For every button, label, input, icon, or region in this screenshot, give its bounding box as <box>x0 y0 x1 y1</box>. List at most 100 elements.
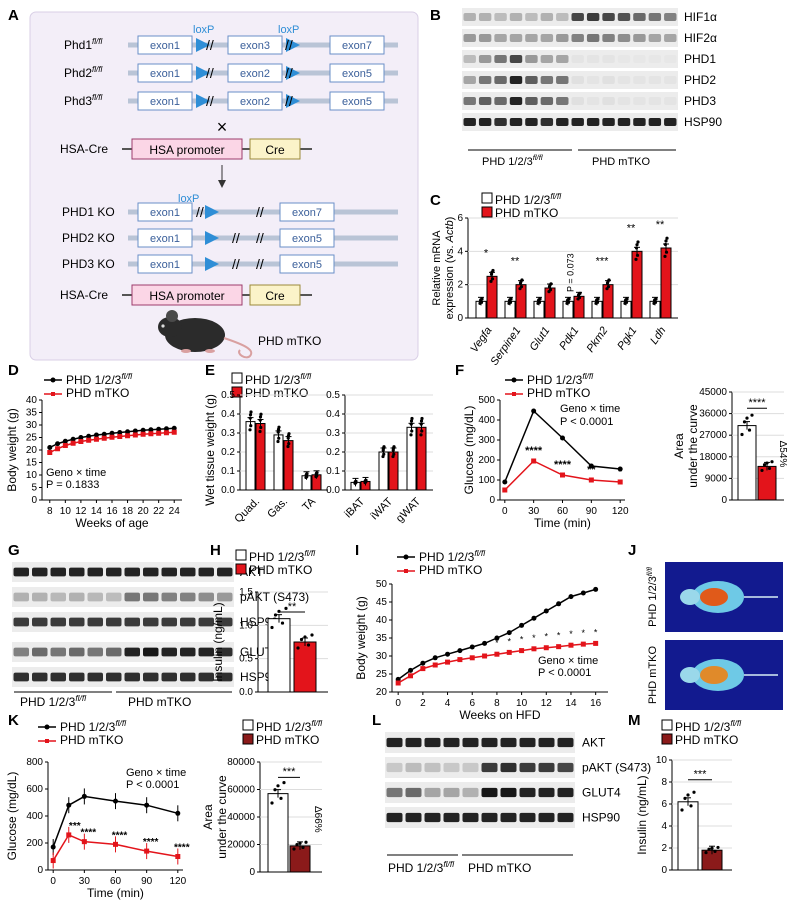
blot-band <box>478 97 492 105</box>
blot-band <box>32 592 48 602</box>
data-dot <box>566 300 571 304</box>
blot-band <box>462 762 479 773</box>
y-tick-label: 80000 <box>227 757 255 768</box>
data-dot <box>635 253 640 257</box>
data-dot <box>520 278 524 282</box>
break-mark: // <box>285 37 293 53</box>
legend-ko-swatch <box>242 733 254 745</box>
blot-band <box>556 118 569 126</box>
x-tick-label: 4 <box>445 698 451 709</box>
blot-label: HIF2α <box>684 31 717 45</box>
group-label-ctrl: PHD 1/2/3fl/fl <box>388 859 455 875</box>
y-tick-label: 0 <box>31 495 37 506</box>
blot-band <box>478 118 492 126</box>
blot-band <box>540 34 554 42</box>
data-dot <box>716 845 720 850</box>
legend-ko-swatch <box>661 733 673 745</box>
blot-band <box>519 812 536 823</box>
exon-box <box>329 35 385 55</box>
legend-ctrl-swatch <box>235 549 247 561</box>
blot-band <box>664 34 677 42</box>
stat-annotation: Geno × time <box>538 655 598 667</box>
y-tick-label: 45000 <box>699 387 727 398</box>
group-label-ctrl: PHD 1/2/3fl/fl <box>20 693 87 709</box>
data-point <box>117 430 123 435</box>
exon-label: exon1 <box>150 207 180 219</box>
blot-band <box>500 762 517 773</box>
exon-box <box>227 35 283 55</box>
blot-band <box>481 812 498 823</box>
blot-band <box>557 812 574 823</box>
panel-a-schematic: Phd1fl/fl exon1 exon3 exon7////loxP loxPPhd2… <box>60 24 398 359</box>
data-point <box>117 434 123 439</box>
x-tick-label: Quad. <box>232 496 262 526</box>
blot-label: pAKT (S473) <box>240 590 309 604</box>
data-dot <box>273 788 277 792</box>
exon-box <box>137 228 193 248</box>
exon-box <box>227 91 283 111</box>
x-tick-label: 24 <box>169 506 181 517</box>
data-dot <box>310 633 314 637</box>
loxp-icon <box>205 231 219 245</box>
blot-band <box>587 97 599 105</box>
blot-band <box>69 647 85 657</box>
loxp-icon <box>196 66 210 80</box>
data-dot <box>409 419 414 423</box>
significance-label: * <box>557 631 561 641</box>
x-tick-label: 10 <box>516 698 528 709</box>
blot-band <box>540 76 554 84</box>
data-dot <box>295 842 299 847</box>
data-point <box>78 435 84 440</box>
data-point <box>101 431 107 437</box>
significance-label: * <box>495 638 499 648</box>
loxp-icon <box>286 38 300 52</box>
y-tick-label: 6 <box>457 213 463 224</box>
y-tick-label: 40000 <box>227 812 255 823</box>
data-dot <box>479 300 484 304</box>
x-tick-label: 20 <box>138 506 150 517</box>
data-dot <box>248 416 252 420</box>
blot-band <box>617 118 631 126</box>
data-dot <box>287 432 291 436</box>
loxp-icon <box>196 38 210 52</box>
data-dot <box>742 420 747 424</box>
data-point <box>617 466 623 472</box>
blot-band <box>32 672 48 682</box>
significance-label: * <box>594 627 598 637</box>
blot-strip <box>385 732 575 753</box>
x-tick-label: Glut1 <box>528 325 553 353</box>
blot-strip <box>462 71 678 89</box>
exon-box <box>137 63 193 83</box>
data-dot <box>760 468 764 473</box>
legend-ko-marker <box>45 739 49 743</box>
x-axis-label: Weeks of age <box>75 516 148 530</box>
data-dot <box>419 433 423 437</box>
legend-ko-swatch <box>235 563 247 575</box>
data-dot <box>636 240 640 244</box>
scan-hotspot <box>700 588 728 606</box>
blot-band <box>106 617 122 627</box>
legend-ctrl-label: PHD 1/2/3fl/fl <box>256 718 323 734</box>
legend-ko-swatch <box>481 206 493 218</box>
blot-band <box>572 55 584 63</box>
data-dot <box>683 796 687 800</box>
y-tick-label: 40 <box>26 395 38 406</box>
scan-label: PHD 1/2/3fl/fl <box>647 567 659 627</box>
break-mark: // <box>196 204 204 220</box>
blot-band <box>664 118 677 126</box>
blot-label: PHD3 <box>684 94 716 108</box>
cross-symbol: × <box>217 117 228 137</box>
data-dot <box>663 254 667 258</box>
data-point <box>588 477 594 483</box>
delta-label: Δ66% <box>312 806 323 833</box>
blot-band <box>106 592 122 602</box>
significance-label: ** <box>656 219 665 231</box>
blot-band <box>648 34 662 42</box>
data-point <box>156 426 162 432</box>
blot-band <box>618 97 630 105</box>
data-dot <box>258 418 262 422</box>
break-mark: // <box>256 256 264 272</box>
blot-label: HSP90 <box>582 811 620 825</box>
mouse-foot <box>181 349 191 353</box>
